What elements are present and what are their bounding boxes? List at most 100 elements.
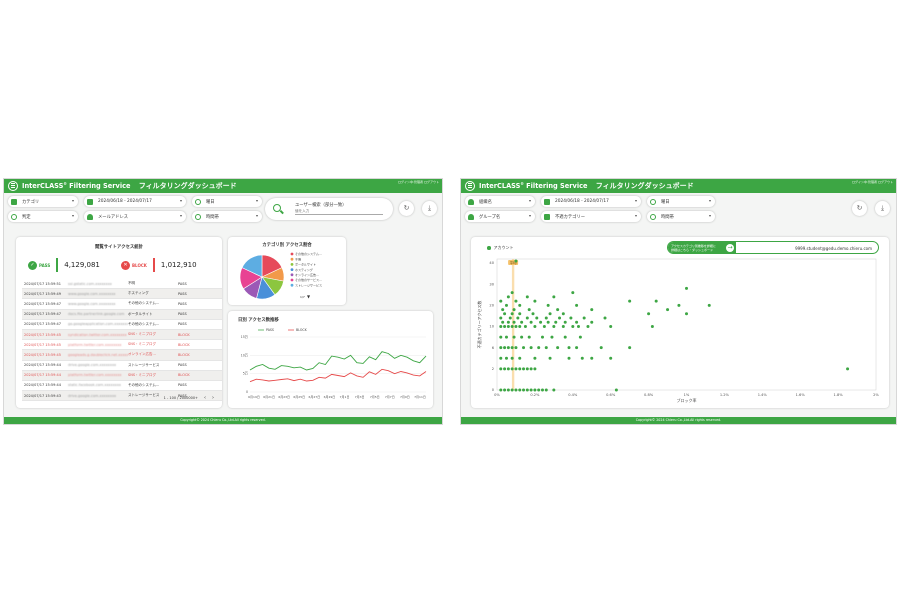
account-point[interactable]	[599, 346, 603, 350]
account-point[interactable]	[563, 320, 567, 324]
account-point[interactable]	[537, 346, 541, 350]
account-point[interactable]	[514, 299, 518, 303]
account-point[interactable]	[571, 291, 575, 295]
account-point[interactable]	[561, 312, 565, 316]
account-point[interactable]	[518, 356, 522, 360]
pie-slice[interactable]	[241, 254, 263, 278]
account-point[interactable]	[576, 325, 580, 328]
account-point[interactable]	[506, 388, 510, 392]
account-point[interactable]	[510, 367, 514, 371]
account-point[interactable]	[499, 316, 503, 320]
inappropriate-category-select[interactable]: 不適カテゴリー	[541, 211, 641, 222]
account-point[interactable]	[578, 335, 582, 339]
account-point[interactable]	[567, 356, 571, 360]
account-point[interactable]	[609, 356, 613, 360]
account-point[interactable]	[522, 367, 526, 371]
account-point[interactable]	[540, 388, 544, 392]
account-point[interactable]	[503, 312, 507, 316]
date-range-picker[interactable]: 2024/06/18 - 2024/07/17	[84, 196, 186, 207]
detail-button[interactable]: アクセスカテゴリ別推移を詳細に 詳細はこちら・ダッシュボード	[668, 242, 736, 253]
account-point[interactable]	[558, 316, 562, 320]
account-point[interactable]	[510, 291, 514, 295]
account-point[interactable]	[506, 367, 510, 371]
account-point[interactable]	[506, 325, 510, 328]
account-point[interactable]	[529, 346, 533, 350]
account-point[interactable]	[506, 320, 510, 324]
account-point[interactable]	[548, 312, 552, 316]
account-point[interactable]	[529, 367, 533, 371]
time-zone-select[interactable]: 時間帯	[192, 211, 262, 222]
account-point[interactable]	[537, 388, 541, 392]
table-row[interactable]: 2024/07/17 15:59:51 ssl.gstatic.com.xxxxx…	[22, 279, 222, 290]
account-point[interactable]	[550, 335, 554, 339]
account-point[interactable]	[685, 286, 688, 290]
table-row[interactable]: 2024/07/17 15:59:45 platform.twitter.com.…	[22, 340, 222, 351]
account-point[interactable]	[582, 316, 586, 320]
account-point[interactable]	[529, 388, 533, 392]
account-point[interactable]	[499, 388, 503, 392]
account-point[interactable]	[514, 325, 518, 328]
account-point[interactable]	[520, 320, 524, 324]
reset-button[interactable]: ↻	[399, 201, 414, 216]
account-point[interactable]	[586, 325, 590, 328]
account-point[interactable]	[539, 320, 543, 324]
category-select[interactable]: カテゴリ	[8, 196, 78, 207]
account-point[interactable]	[514, 367, 518, 371]
account-point[interactable]	[518, 388, 522, 392]
table-row[interactable]: 2024/07/17 15:59:45 googleads.g.doublecli…	[22, 350, 222, 361]
table-row[interactable]: 2024/07/17 15:59:44 static.facebook.com.x…	[22, 381, 222, 392]
weekday-select[interactable]: 曜日	[192, 196, 262, 207]
account-point[interactable]	[503, 325, 507, 328]
account-point[interactable]	[503, 388, 507, 392]
account-point[interactable]	[506, 346, 510, 350]
account-point[interactable]	[499, 346, 503, 350]
account-point[interactable]	[503, 367, 507, 371]
account-point[interactable]	[520, 335, 524, 339]
account-point[interactable]	[531, 312, 535, 316]
account-point[interactable]	[666, 308, 670, 312]
account-point[interactable]	[504, 335, 508, 339]
account-point[interactable]	[512, 320, 516, 324]
user-search-input[interactable]	[295, 208, 383, 215]
table-row[interactable]: 2024/07/17 15:59:47 go.googleapplication.…	[22, 320, 222, 330]
account-point[interactable]	[614, 388, 618, 392]
table-row[interactable]: 2024/07/17 15:59:47 www.google.com.xxxxxx…	[22, 299, 222, 310]
account-point[interactable]	[563, 335, 567, 339]
account-point[interactable]	[647, 312, 651, 316]
account-point[interactable]	[518, 367, 522, 371]
account-point[interactable]	[499, 299, 503, 303]
reset-button[interactable]: ↻	[852, 201, 867, 216]
account-point[interactable]	[677, 303, 681, 307]
account-point[interactable]	[575, 346, 579, 350]
date-range-picker[interactable]: 2024/06/18 - 2024/07/17	[541, 196, 641, 207]
user-info[interactable]: ログイン中:管理者 ログアウト	[852, 180, 893, 184]
account-point[interactable]	[522, 388, 526, 392]
org-name-select[interactable]: 組織名	[465, 196, 535, 207]
account-point[interactable]	[535, 316, 539, 320]
account-point[interactable]	[556, 308, 560, 312]
time-zone-select[interactable]: 時間帯	[647, 211, 715, 222]
account-point[interactable]	[499, 335, 503, 339]
account-point[interactable]	[546, 303, 550, 307]
account-point[interactable]	[590, 356, 594, 360]
account-point[interactable]	[567, 346, 571, 350]
account-point[interactable]	[501, 320, 505, 324]
account-point[interactable]	[580, 356, 584, 360]
account-point[interactable]	[544, 346, 548, 350]
account-point[interactable]	[525, 316, 529, 320]
table-row[interactable]: 2024/07/17 15:59:43 drive.google.com.xxxx…	[22, 391, 222, 402]
account-point[interactable]	[846, 367, 850, 371]
legend-next-icon[interactable]: ▼	[307, 294, 311, 299]
account-point[interactable]	[590, 308, 594, 312]
group-name-select[interactable]: グループ名	[465, 211, 535, 222]
account-point[interactable]	[512, 335, 516, 339]
account-point[interactable]	[628, 299, 632, 303]
next-page-icon[interactable]: ›	[212, 395, 214, 401]
arrow-right-icon[interactable]: →	[726, 244, 734, 252]
download-button[interactable]: ⤓	[422, 201, 437, 216]
prev-page-icon[interactable]: ‹	[204, 395, 206, 401]
account-point[interactable]	[575, 303, 579, 307]
account-point[interactable]	[518, 312, 522, 316]
judgement-select[interactable]: 判定	[8, 211, 78, 222]
table-row[interactable]: 2024/07/17 15:59:45 syndication.twitter.c…	[22, 329, 222, 341]
